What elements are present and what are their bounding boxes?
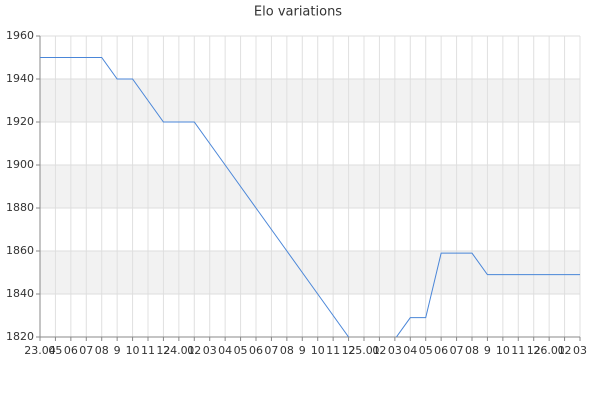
x-tick-label: 07 [264,344,278,357]
x-tick-label: 04 [403,344,417,357]
x-tick-label: 02 [372,344,386,357]
x-tick-label: 06 [434,344,448,357]
x-tick-label: 05 [234,344,248,357]
grid-band [40,251,580,294]
x-tick-label: 12 [156,344,170,357]
y-tick-label: 1860 [6,244,34,257]
y-tick-label: 1920 [6,115,34,128]
x-tick-label: 10 [311,344,325,357]
x-tick-label: 05 [419,344,433,357]
x-tick-label: 9 [114,344,121,357]
x-tick-label: 03 [573,344,587,357]
x-tick-label: 07 [450,344,464,357]
x-tick-label: 03 [388,344,402,357]
x-tick-label: 07 [79,344,93,357]
x-tick-label: 26.01 [533,344,565,357]
x-tick-label: 12 [527,344,541,357]
line [40,57,580,337]
chart-title: Elo variations [254,5,342,20]
x-tick-label: 24.01 [163,344,195,357]
x-tick-label: 02 [558,344,572,357]
y-tick-label: 1900 [6,158,34,171]
x-tick-label: 08 [465,344,479,357]
y-tick-label: 1840 [6,287,34,300]
x-tick-label: 06 [249,344,263,357]
y-tick-label: 1940 [6,72,34,85]
y-tick-label: 1880 [6,201,34,214]
x-tick-label: 06 [64,344,78,357]
grid-band [40,79,580,122]
grid-band [40,165,580,208]
x-tick-label: 11 [326,344,340,357]
x-tick-label: 03 [203,344,217,357]
x-tick-label: 11 [511,344,525,357]
x-tick-label: 23.04 [24,344,56,357]
x-tick-label: 05 [48,344,62,357]
x-tick-label: 9 [484,344,491,357]
x-tick-label: 10 [496,344,510,357]
x-tick-label: 08 [280,344,294,357]
y-tick-label: 1820 [6,330,34,343]
x-tick-label: 9 [299,344,306,357]
x-tick-label: 10 [126,344,140,357]
x-tick-label: 04 [218,344,232,357]
x-tick-label: 25.01 [348,344,380,357]
x-tick-label: 08 [95,344,109,357]
x-tick-label: 02 [187,344,201,357]
y-tick-label: 1960 [6,29,34,42]
x-tick-label: 12 [342,344,356,357]
x-tick-label: 11 [141,344,155,357]
